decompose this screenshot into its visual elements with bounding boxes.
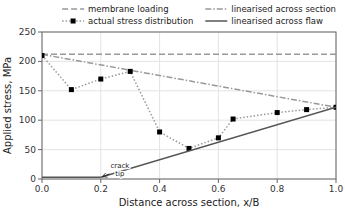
point-marker [216,135,221,140]
tick-label: 50 [25,145,37,155]
tick-mark [42,179,43,183]
series-line [42,56,336,149]
legend-item: actual stress distribution [62,16,193,26]
x-axis-label: Distance across section, x/B [119,197,260,208]
legend-label: actual stress distribution [88,16,193,26]
y-axis-label: Applied stress, MPa [2,57,13,154]
annotation-arrow [102,174,109,177]
annotation-line: tip [115,170,125,178]
annotations: cracktip [102,162,130,178]
tick-mark [38,61,42,62]
grid [42,32,336,179]
chart: 0.0 0.2 0.4 0.6 0.8 1.0 0 50 100 150 200 250 Distanc… [0,0,345,211]
tick-mark [38,90,42,91]
series-line [42,54,336,56]
legend: membrane loading linearised across sectio… [62,4,336,26]
data [42,53,336,177]
tick-label: 0.4 [152,184,167,194]
legend-swatch [205,8,227,10]
legend-item: linearised across flaw [205,16,323,26]
point-marker [69,87,74,92]
tick-label: 0.6 [211,184,226,194]
tick-mark [38,179,42,180]
tick-mark [38,32,42,33]
legend-label: membrane loading [88,4,169,14]
plot-frame [42,32,336,179]
tick-label: 0.8 [270,184,285,194]
legend-label: linearised across flaw [231,16,323,26]
legend-label: linearised across section [231,4,336,14]
point-marker [128,69,133,74]
point-marker [275,110,280,115]
tick-label: 150 [19,86,36,96]
tick-mark [218,179,219,183]
legend-item: linearised across section [205,4,336,14]
series-line [42,54,336,107]
legend-item: membrane loading [62,4,169,14]
tick-label: 250 [19,27,36,37]
axes: 0.0 0.2 0.4 0.6 0.8 1.0 0 50 100 150 200 250 Distanc… [2,27,343,208]
tick-label: 0.2 [94,184,108,194]
plot-area [42,32,336,179]
tick-mark [38,149,42,150]
point-marker [304,107,309,112]
legend-swatch [62,8,84,10]
tick-label: 1.0 [329,184,344,194]
annotation-text: cracktip [110,162,130,178]
tick-mark [100,179,101,183]
point-marker [98,77,103,82]
tick-label: 0 [30,174,36,184]
point-marker [231,117,236,122]
grid-line [42,61,336,62]
tick-mark [277,179,278,183]
tick-mark [336,179,337,183]
legend-marker [71,19,76,24]
tick-label: 0.0 [35,184,50,194]
tick-mark [159,179,160,183]
tick-label: 100 [19,115,36,125]
tick-mark [38,120,42,121]
point-marker [42,53,45,58]
grid-line [42,90,336,91]
tick-label: 200 [19,56,36,66]
legend-swatch [205,20,227,22]
point-marker [157,129,162,134]
series-line [42,107,336,177]
